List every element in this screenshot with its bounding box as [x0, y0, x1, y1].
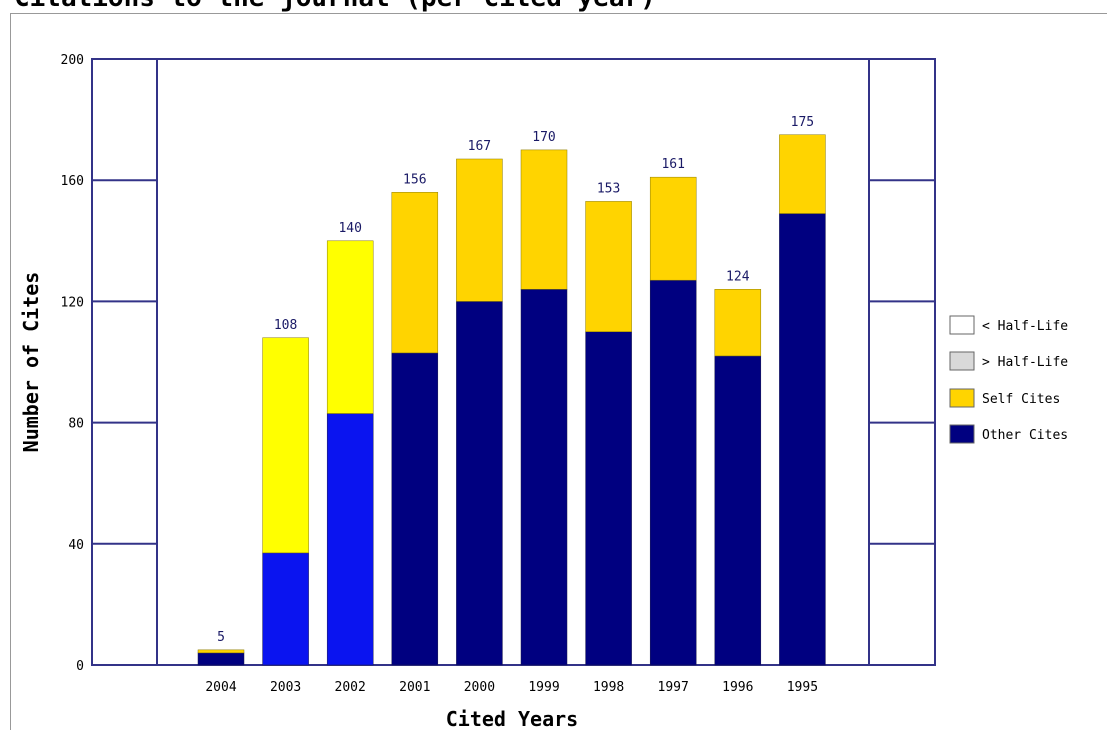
x-tick-label: 2000	[464, 680, 495, 695]
bar-total-label: 170	[532, 130, 555, 145]
bar-total-label: 5	[217, 630, 225, 645]
bar-other-cites-2004	[197, 652, 245, 666]
bar-self-cites-2003	[262, 337, 309, 554]
bar-self-cites-2002	[326, 240, 374, 414]
x-axis-title: Cited Years	[446, 707, 578, 730]
bar-total-label: 140	[338, 221, 361, 236]
x-tick-label: 1995	[787, 680, 818, 695]
bar-total-label: 156	[403, 172, 426, 187]
bar-self-cites-1998	[585, 201, 632, 332]
x-tick-label: 1998	[593, 680, 624, 695]
legend-self-cites-label: Self Cites	[982, 392, 1060, 407]
y-tick-label: 40	[68, 538, 84, 553]
x-tick-label: 1999	[528, 680, 559, 695]
bar-other-cites-2001	[391, 352, 439, 666]
y-tick-label: 120	[61, 295, 84, 310]
bar-total-label: 175	[791, 115, 814, 130]
bar-other-cites-1996	[714, 355, 762, 666]
bar-total-label: 161	[661, 157, 684, 172]
y-tick-label: 160	[61, 174, 84, 189]
bar-self-cites-1997	[649, 176, 697, 281]
legend-other-cites-swatch	[949, 424, 975, 444]
bar-total-label: 153	[597, 181, 620, 196]
bar-other-cites-1995	[779, 213, 826, 666]
bar-self-cites-2000	[456, 158, 503, 302]
legend-less-half-life-label: < Half-Life	[982, 319, 1068, 334]
bar-self-cites-1999	[520, 149, 568, 290]
legend-less-half-life-swatch	[949, 315, 975, 335]
x-tick-label: 1996	[722, 680, 753, 695]
y-tick-label: 200	[61, 53, 84, 68]
x-tick-label: 2004	[205, 680, 236, 695]
bar-total-label: 108	[274, 318, 297, 333]
legend-self-cites-swatch	[949, 388, 975, 408]
x-tick-label: 1997	[658, 680, 689, 695]
bar-self-cites-2001	[391, 192, 439, 354]
chart-frame	[10, 13, 1107, 730]
bar-other-cites-1999	[520, 289, 568, 666]
y-tick-label: 80	[68, 417, 84, 432]
bar-other-cites-1997	[649, 279, 697, 666]
bar-total-label: 124	[726, 269, 750, 284]
bar-other-cites-1998	[585, 331, 632, 666]
bar-other-cites-2002	[326, 413, 374, 666]
legend-other-cites-label: Other Cites	[982, 428, 1068, 443]
legend-more-half-life-swatch	[949, 351, 975, 371]
bar-self-cites-1995	[779, 134, 826, 214]
y-axis-title: Number of Cites	[19, 272, 43, 453]
bar-other-cites-2003	[262, 552, 309, 666]
bar-self-cites-1996	[714, 289, 762, 357]
y-tick-label: 0	[76, 659, 84, 674]
bar-self-cites-2004	[197, 649, 245, 654]
legend-more-half-life-label: > Half-Life	[982, 355, 1068, 370]
bar-total-label: 167	[468, 139, 491, 154]
x-tick-label: 2003	[270, 680, 301, 695]
x-tick-label: 2002	[335, 680, 366, 695]
bar-other-cites-2000	[456, 301, 503, 666]
page-title: Citations to the journal (per cited year…	[14, 0, 656, 13]
x-tick-label: 2001	[399, 680, 430, 695]
